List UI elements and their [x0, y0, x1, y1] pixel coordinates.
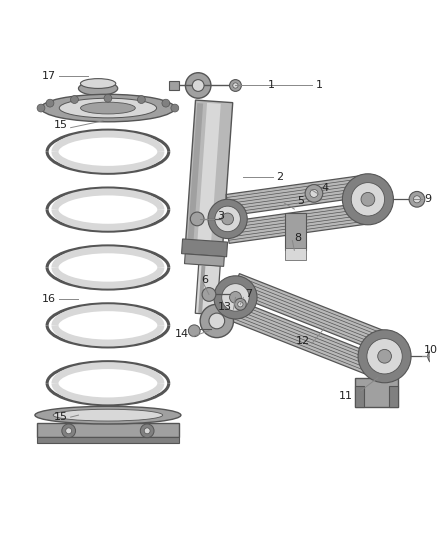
Circle shape [66, 428, 72, 434]
Bar [37, 437, 179, 442]
Circle shape [222, 284, 249, 311]
Ellipse shape [78, 82, 118, 95]
Bar [285, 213, 306, 251]
Bar [389, 386, 398, 407]
Circle shape [192, 79, 204, 91]
Circle shape [138, 95, 145, 103]
Circle shape [162, 99, 170, 107]
Polygon shape [185, 100, 233, 247]
Ellipse shape [59, 98, 156, 118]
Ellipse shape [35, 406, 181, 424]
Text: 15: 15 [54, 412, 68, 422]
Bar [355, 378, 398, 407]
Text: 6: 6 [201, 274, 208, 285]
Circle shape [37, 104, 45, 112]
Circle shape [428, 349, 438, 364]
Polygon shape [198, 266, 205, 313]
Circle shape [171, 104, 179, 112]
Circle shape [305, 184, 323, 202]
Polygon shape [226, 203, 369, 244]
Text: 15: 15 [54, 120, 68, 130]
Circle shape [208, 199, 247, 239]
Circle shape [230, 292, 241, 303]
Circle shape [222, 213, 233, 225]
Text: 16: 16 [42, 294, 56, 304]
Text: 14: 14 [175, 329, 189, 338]
Circle shape [234, 298, 246, 310]
Polygon shape [232, 273, 389, 352]
Text: 2: 2 [276, 172, 283, 182]
Circle shape [238, 302, 243, 307]
Text: 3: 3 [217, 211, 224, 221]
Text: 5: 5 [297, 196, 304, 206]
Circle shape [209, 313, 225, 329]
Polygon shape [182, 239, 228, 257]
Circle shape [215, 206, 240, 232]
Ellipse shape [53, 409, 162, 421]
Circle shape [361, 192, 375, 206]
Text: 7: 7 [245, 289, 252, 300]
Ellipse shape [41, 94, 175, 122]
Circle shape [62, 424, 75, 438]
Circle shape [413, 196, 420, 203]
Text: 1: 1 [268, 79, 275, 90]
Polygon shape [184, 254, 224, 266]
Text: 17: 17 [42, 71, 56, 80]
Circle shape [214, 276, 257, 319]
Circle shape [351, 183, 385, 216]
Ellipse shape [85, 104, 112, 112]
Circle shape [104, 94, 112, 102]
Bar [37, 423, 179, 437]
Circle shape [233, 83, 238, 88]
Circle shape [409, 191, 425, 207]
Ellipse shape [82, 95, 114, 105]
Circle shape [343, 174, 393, 225]
Text: 9: 9 [424, 195, 431, 204]
Polygon shape [197, 103, 221, 245]
Text: 11: 11 [339, 391, 353, 400]
Circle shape [432, 353, 438, 360]
Circle shape [230, 79, 241, 91]
Circle shape [140, 424, 154, 438]
Circle shape [46, 99, 54, 107]
Circle shape [185, 72, 211, 98]
Circle shape [358, 330, 411, 383]
Circle shape [202, 288, 216, 301]
Circle shape [310, 189, 318, 197]
Ellipse shape [81, 102, 135, 114]
Circle shape [144, 428, 150, 434]
Polygon shape [187, 103, 203, 245]
Text: 12: 12 [296, 336, 310, 345]
Polygon shape [232, 301, 389, 380]
Circle shape [367, 338, 402, 374]
Text: 13: 13 [218, 302, 232, 312]
Circle shape [378, 350, 392, 363]
Ellipse shape [81, 79, 116, 88]
Text: 4: 4 [322, 182, 329, 192]
Circle shape [191, 212, 204, 226]
Polygon shape [195, 264, 220, 315]
Text: 1: 1 [316, 79, 323, 90]
Bar [169, 80, 179, 91]
Text: 10: 10 [424, 345, 438, 356]
Bar [285, 248, 306, 260]
Text: 8: 8 [294, 232, 301, 243]
Bar [355, 386, 364, 407]
Circle shape [188, 325, 200, 337]
Circle shape [200, 304, 233, 337]
Polygon shape [226, 175, 369, 216]
Circle shape [71, 95, 78, 103]
